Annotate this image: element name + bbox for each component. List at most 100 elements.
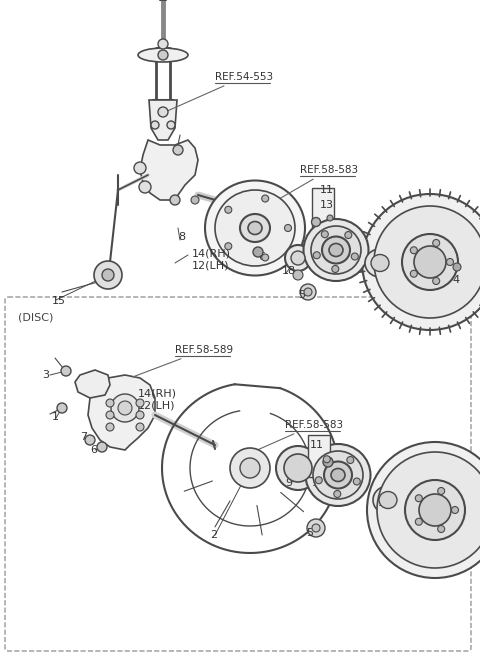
Text: 12(LH): 12(LH) [138, 400, 176, 410]
Text: REF.58-583: REF.58-583 [263, 165, 358, 209]
Circle shape [118, 401, 132, 415]
Circle shape [136, 411, 144, 419]
Circle shape [402, 234, 458, 290]
Ellipse shape [365, 249, 395, 277]
Circle shape [191, 196, 199, 204]
Circle shape [300, 284, 316, 300]
Circle shape [324, 456, 330, 462]
Circle shape [284, 454, 312, 482]
Circle shape [225, 206, 232, 213]
Text: 16: 16 [422, 482, 436, 492]
Polygon shape [140, 140, 198, 200]
Text: 14(RH): 14(RH) [138, 388, 177, 398]
Circle shape [312, 218, 321, 226]
Ellipse shape [324, 462, 352, 489]
Circle shape [136, 399, 144, 407]
Circle shape [97, 442, 107, 452]
Circle shape [438, 525, 444, 533]
Text: 10: 10 [375, 260, 389, 270]
Text: 18: 18 [282, 266, 296, 276]
Circle shape [158, 50, 168, 60]
Circle shape [85, 435, 95, 445]
Text: 12(LH): 12(LH) [192, 260, 229, 270]
Text: 5: 5 [306, 528, 313, 538]
Circle shape [419, 494, 451, 526]
Circle shape [347, 457, 354, 464]
Circle shape [315, 477, 322, 483]
Circle shape [415, 495, 422, 502]
Circle shape [353, 478, 360, 485]
Text: 13: 13 [312, 478, 326, 488]
Circle shape [111, 394, 139, 422]
Circle shape [415, 518, 422, 525]
Circle shape [276, 446, 320, 490]
Ellipse shape [215, 190, 295, 266]
Text: 6: 6 [258, 252, 265, 262]
Ellipse shape [329, 243, 343, 256]
Text: 5: 5 [298, 290, 305, 300]
Text: 4: 4 [452, 275, 459, 285]
Circle shape [323, 457, 333, 467]
Ellipse shape [240, 214, 270, 242]
Circle shape [312, 524, 320, 532]
Circle shape [106, 399, 114, 407]
Circle shape [106, 411, 114, 419]
Text: REF.58-589: REF.58-589 [132, 345, 233, 377]
Circle shape [173, 145, 183, 155]
Text: 1: 1 [52, 412, 59, 422]
Bar [308, 435, 330, 477]
Text: 6: 6 [90, 445, 97, 455]
Ellipse shape [331, 468, 345, 482]
Circle shape [351, 253, 358, 260]
Circle shape [410, 270, 417, 277]
Circle shape [446, 258, 454, 266]
Circle shape [453, 263, 461, 271]
Circle shape [414, 246, 446, 278]
Ellipse shape [303, 219, 369, 281]
Ellipse shape [311, 226, 361, 274]
Circle shape [134, 162, 146, 174]
Polygon shape [88, 375, 155, 450]
Circle shape [136, 423, 144, 431]
Circle shape [61, 366, 71, 376]
Circle shape [367, 442, 480, 578]
Circle shape [170, 195, 180, 205]
Polygon shape [149, 100, 177, 140]
Circle shape [225, 243, 232, 250]
Text: 14(RH): 14(RH) [192, 248, 231, 258]
Circle shape [410, 247, 417, 254]
Circle shape [253, 247, 263, 257]
Circle shape [313, 252, 320, 258]
Circle shape [158, 39, 168, 49]
Circle shape [334, 491, 341, 497]
Circle shape [432, 277, 440, 285]
Text: 3: 3 [42, 370, 49, 380]
Circle shape [57, 403, 67, 413]
Ellipse shape [379, 491, 397, 508]
Circle shape [345, 232, 352, 239]
Circle shape [231, 204, 239, 212]
Circle shape [285, 224, 291, 232]
Ellipse shape [138, 48, 188, 62]
Text: 15: 15 [52, 296, 66, 306]
Circle shape [94, 261, 122, 289]
Circle shape [432, 239, 440, 247]
Circle shape [151, 121, 159, 129]
Text: 7: 7 [80, 432, 87, 442]
Text: 10: 10 [378, 498, 392, 508]
Ellipse shape [313, 451, 363, 499]
Circle shape [405, 480, 465, 540]
Text: 13: 13 [320, 200, 334, 210]
Text: REF.54-553: REF.54-553 [168, 72, 273, 111]
Text: 2: 2 [210, 530, 217, 540]
Text: 8: 8 [178, 232, 185, 242]
Ellipse shape [248, 222, 262, 234]
Circle shape [262, 254, 269, 261]
Circle shape [230, 448, 270, 488]
Circle shape [362, 194, 480, 330]
Circle shape [158, 107, 168, 117]
Circle shape [321, 231, 328, 237]
Circle shape [332, 266, 339, 272]
Ellipse shape [371, 255, 389, 272]
Circle shape [139, 181, 151, 193]
